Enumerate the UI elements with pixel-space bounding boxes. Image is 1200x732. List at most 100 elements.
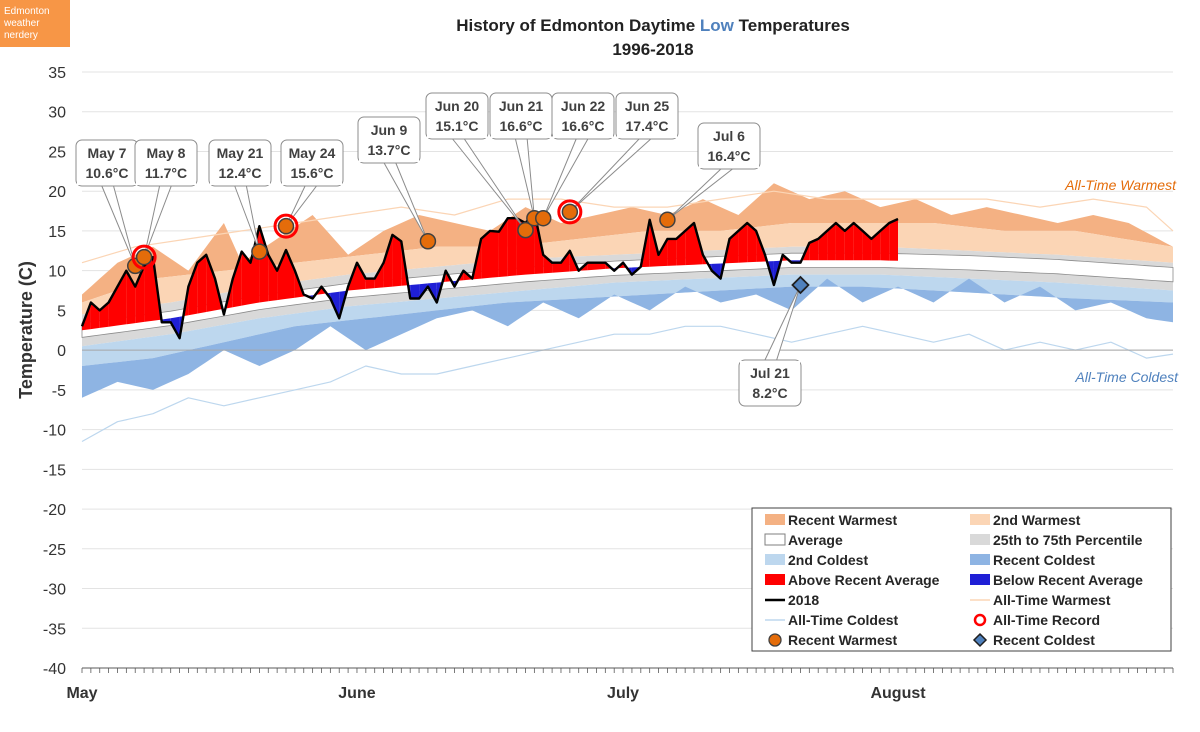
callout-date: Jun 21 [499, 98, 544, 114]
legend-label: All-Time Record [993, 612, 1100, 628]
fill-above-average [490, 231, 499, 278]
legend-swatch [765, 574, 785, 585]
y-tick-label: 15 [48, 224, 66, 241]
y-tick-label: -40 [43, 661, 66, 678]
legend-label: Recent Coldest [993, 632, 1095, 648]
legend-label: Recent Warmest [788, 632, 898, 648]
y-tick-label: 25 [48, 144, 66, 161]
callout-value: 15.1°C [436, 118, 479, 134]
legend-label: 2nd Coldest [788, 552, 868, 568]
legend: Recent Warmest 2nd Warmest Average 25th to … [752, 508, 1171, 651]
marker-recent-warmest [252, 244, 267, 259]
chart-subtitle: 1996-2018 [612, 40, 693, 59]
callout-date: May 7 [88, 145, 127, 161]
fill-above-average [366, 279, 375, 289]
callout-mask [77, 182, 137, 185]
y-tick-label: -20 [43, 502, 66, 519]
legend-label: Below Recent Average [993, 572, 1143, 588]
callout-value: 13.7°C [368, 142, 411, 158]
y-tick-label: 35 [48, 65, 66, 82]
chart-title-prefix: History of Edmonton Daytime [456, 16, 700, 35]
marker-recent-warmest [420, 234, 435, 249]
fill-above-average [552, 263, 561, 273]
legend-swatch [765, 534, 785, 545]
fill-above-average [508, 218, 517, 276]
cold-side-label: All-Time Coldest [1074, 369, 1179, 385]
legend-swatch [970, 554, 990, 565]
chart-title-highlight: Low [700, 16, 735, 35]
y-tick-label: -25 [43, 542, 66, 559]
callout-value: 10.6°C [86, 165, 129, 181]
legend-swatch [970, 574, 990, 585]
fill-below-average [410, 284, 419, 298]
y-tick-label: -5 [52, 383, 66, 400]
y-tick-label: -30 [43, 582, 66, 599]
fill-above-average [667, 239, 676, 266]
legend-dot [769, 634, 781, 646]
callout-mask [491, 135, 551, 138]
callout-pointer [451, 137, 526, 230]
y-tick-label: 20 [48, 184, 66, 201]
callout-value: 16.6°C [562, 118, 605, 134]
fill-above-average [197, 255, 206, 314]
marker-recent-warmest [562, 204, 577, 219]
legend-swatch [970, 514, 990, 525]
callout-date: Jul 21 [750, 365, 790, 381]
y-tick-label: 10 [48, 264, 66, 281]
legend-swatch [765, 554, 785, 565]
callout-date: Jun 20 [435, 98, 480, 114]
legend-swatch [970, 534, 990, 545]
legend-label: Average [788, 532, 843, 548]
legend-label: Above Recent Average [788, 572, 940, 588]
callout-date: May 24 [289, 145, 336, 161]
x-month-label: June [338, 685, 375, 702]
callout-value: 12.4°C [219, 165, 262, 181]
marker-recent-warmest [536, 211, 551, 226]
callout-value: 8.2°C [752, 385, 787, 401]
y-tick-label: -10 [43, 423, 66, 440]
y-tick-label: 0 [57, 343, 66, 360]
x-month-label: May [66, 685, 97, 702]
callout-pointer [515, 137, 534, 218]
callout-pointer [234, 184, 259, 252]
callout-mask [553, 135, 613, 138]
y-tick-label: 30 [48, 105, 66, 122]
callout-date: Jun 22 [561, 98, 606, 114]
callout-date: Jul 6 [713, 128, 745, 144]
legend-label: 2nd Warmest [993, 512, 1081, 528]
x-month-label: July [607, 685, 639, 702]
marker-recent-warmest [137, 250, 152, 265]
y-tick-label: 5 [57, 303, 66, 320]
callout-mask [210, 182, 270, 185]
callout-mask [740, 361, 800, 364]
badge-line-3: nerdery [4, 30, 70, 42]
chart-title-suffix: Temperatures [734, 16, 850, 35]
callout-mask [617, 135, 677, 138]
badge-line-2: weather [4, 18, 70, 30]
legend-label: 2018 [788, 592, 819, 608]
y-tick-label: -15 [43, 462, 66, 479]
callout-date: May 21 [217, 145, 264, 161]
callout-value: 17.4°C [626, 118, 669, 134]
badge-line-1: Edmonton [4, 6, 70, 18]
fill-above-average [392, 235, 401, 287]
chart-title: History of Edmonton Daytime Low Temperat… [456, 16, 850, 35]
callout-value: 15.6°C [291, 165, 334, 181]
callout-mask [427, 135, 487, 138]
warm-side-label: All-Time Warmest [1064, 177, 1177, 193]
callout-mask [699, 165, 759, 168]
callout-date: Jun 9 [371, 122, 408, 138]
x-month-label: August [870, 685, 926, 702]
legend-label: Recent Warmest [788, 512, 898, 528]
legend-label: 25th to 75th Percentile [993, 532, 1143, 548]
callout-value: 16.6°C [500, 118, 543, 134]
callout-pointer [101, 184, 135, 266]
legend-label: All-Time Coldest [788, 612, 899, 628]
marker-recent-warmest [660, 212, 675, 227]
callout-value: 11.7°C [145, 165, 187, 181]
y-tick-label: -35 [43, 621, 66, 638]
brand-badge: Edmonton weather nerdery [0, 0, 70, 47]
callout-date: Jun 25 [625, 98, 670, 114]
